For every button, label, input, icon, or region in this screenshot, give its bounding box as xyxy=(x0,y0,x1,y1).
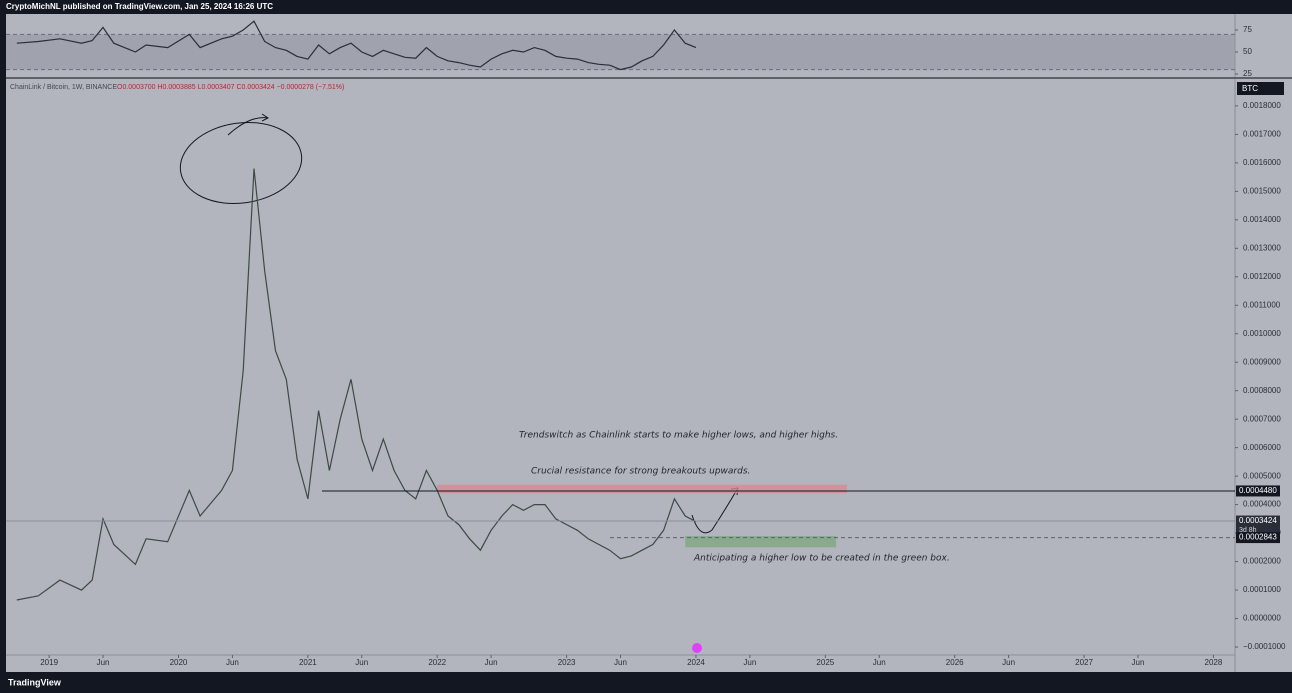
y-tick-label: 0.0014000 xyxy=(1243,215,1281,224)
brand: TradingView xyxy=(8,677,62,687)
x-tick-label: Jun xyxy=(614,658,627,667)
ohlc: O0.0003700 H0.0003885 L0.0003407 C0.0003… xyxy=(117,84,344,91)
y-tick-label: 0.0002000 xyxy=(1243,557,1281,566)
y-tick-label: 0.0010000 xyxy=(1243,329,1281,338)
series-line xyxy=(16,20,697,71)
price-label-box xyxy=(1236,515,1280,536)
currency: BTC xyxy=(1242,84,1258,93)
price-label: 0.0003424 xyxy=(1239,516,1277,525)
price-label-box xyxy=(1236,485,1280,497)
projection-arrow xyxy=(691,487,739,534)
hand-circle xyxy=(179,121,303,205)
x-tick-label: 2026 xyxy=(946,658,964,667)
y-tick-label: −0.0001000 xyxy=(1243,642,1286,651)
x-tick-label: 2019 xyxy=(40,658,58,667)
event-icon xyxy=(692,643,702,653)
x-tick-label: Jun xyxy=(743,658,756,667)
annotation: Trendswitch as Chainlink starts to make … xyxy=(519,431,838,441)
y-tick-label: 0.0012000 xyxy=(1243,272,1281,281)
zone xyxy=(437,484,847,494)
x-tick-label: Jun xyxy=(226,658,239,667)
x-tick-label: Jun xyxy=(873,658,886,667)
y-tick-label: 75 xyxy=(1243,25,1252,34)
y-tick-label: 0.0011000 xyxy=(1243,300,1281,309)
x-tick-label: 2020 xyxy=(170,658,188,667)
x-tick-label: Jun xyxy=(1002,658,1015,667)
y-tick-label: 0.0013000 xyxy=(1243,243,1281,252)
y-tick-label: 0.0009000 xyxy=(1243,357,1281,366)
rsi-band xyxy=(6,34,1235,70)
annotation: Crucial resistance for strong breakouts … xyxy=(531,467,750,477)
publisher: CryptoMichNL published on TradingView.co… xyxy=(6,2,273,11)
y-tick-label: 0.0007000 xyxy=(1243,414,1281,423)
x-tick-label: 2027 xyxy=(1075,658,1093,667)
x-tick-label: Jun xyxy=(485,658,498,667)
price-label: 0.0002843 xyxy=(1239,533,1277,542)
y-tick-label: 0.0000000 xyxy=(1243,614,1281,623)
hand-arrow-head xyxy=(261,113,269,122)
price-label-box xyxy=(1236,532,1280,544)
y-tick-label: 0.0016000 xyxy=(1243,158,1281,167)
currency-box xyxy=(1237,82,1284,95)
x-tick-label: 2022 xyxy=(428,658,446,667)
y-tick-label: 25 xyxy=(1243,69,1252,78)
x-tick-label: Jun xyxy=(355,658,368,667)
y-tick-label: 0.0001000 xyxy=(1243,585,1281,594)
y-tick-label: 50 xyxy=(1243,47,1252,56)
x-tick-label: 2028 xyxy=(1205,658,1223,667)
y-tick-label: 0.0018000 xyxy=(1243,101,1281,110)
hand-arrow xyxy=(227,117,269,136)
y-tick-label: 0.0005000 xyxy=(1243,471,1281,480)
zone xyxy=(685,535,837,548)
x-tick-label: Jun xyxy=(1132,658,1145,667)
y-tick-label: 0.0004000 xyxy=(1243,500,1281,509)
x-tick-label: Jun xyxy=(97,658,110,667)
symbol: ChainLink / Bitcoin, 1W, BINANCE xyxy=(10,84,117,91)
y-tick-label: 0.0006000 xyxy=(1243,443,1281,452)
x-tick-label: 2024 xyxy=(687,658,705,667)
y-tick-label: 0.0015000 xyxy=(1243,186,1281,195)
price-label: 0.0004480 xyxy=(1239,486,1277,495)
series-line xyxy=(16,168,697,601)
y-tick-label: 0.0008000 xyxy=(1243,386,1281,395)
y-tick-label: 0.0017000 xyxy=(1243,130,1281,139)
price-pane xyxy=(6,79,1292,672)
countdown: 3d 8h xyxy=(1239,527,1257,534)
x-tick-label: 2025 xyxy=(816,658,834,667)
x-tick-label: 2023 xyxy=(558,658,576,667)
x-tick-label: 2021 xyxy=(299,658,317,667)
annotation: Anticipating a higher low to be created … xyxy=(693,554,950,564)
